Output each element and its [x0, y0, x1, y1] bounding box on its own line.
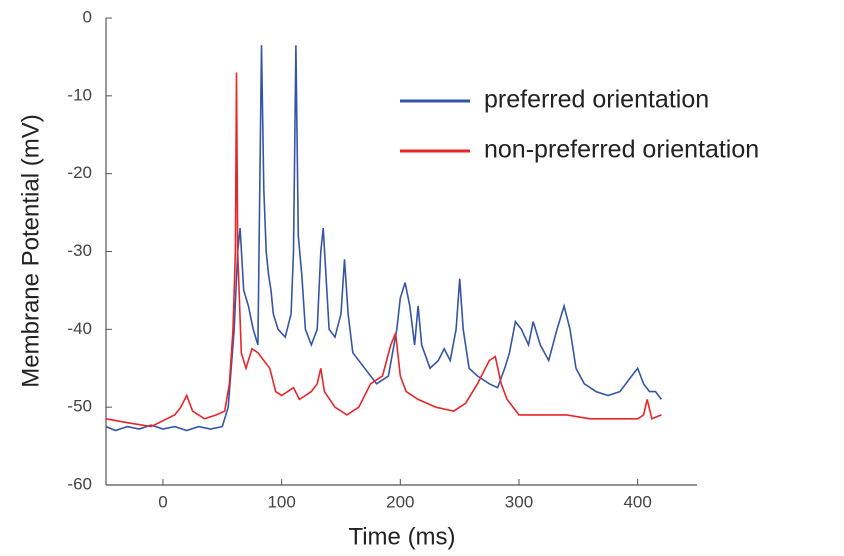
series-line [105, 72, 662, 428]
x-tick-label: 300 [505, 492, 533, 511]
x-tick-label: 100 [267, 492, 295, 511]
y-axis-title: Membrane Potential (mV) [17, 114, 44, 387]
y-tick-label: -60 [67, 474, 92, 493]
y-tick-label: -30 [67, 241, 92, 260]
legend-label: preferred orientation [484, 86, 709, 114]
y-tick-label: 0 [83, 7, 92, 26]
x-tick-label: 200 [386, 492, 414, 511]
x-tick-label: 400 [623, 492, 651, 511]
legend-label: non-preferred orientation [484, 136, 759, 164]
x-axis-title: Time (ms) [348, 523, 455, 550]
y-tick-label: -10 [67, 85, 92, 104]
y-tick-label: -20 [67, 163, 92, 182]
x-tick-label: 0 [158, 492, 167, 511]
series-line [105, 45, 663, 432]
y-tick-label: -50 [67, 397, 92, 416]
y-tick-label: -40 [67, 319, 92, 338]
